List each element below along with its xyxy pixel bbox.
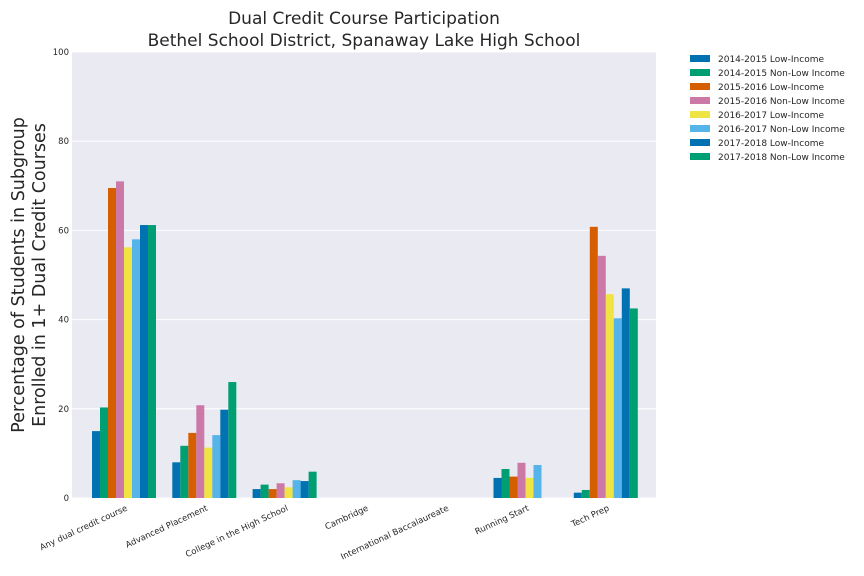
bar <box>124 247 132 498</box>
chart-title-line-2: Bethel School District, Spanaway Lake Hi… <box>148 31 581 51</box>
legend-label: 2017-2018 Non-Low Income <box>718 153 845 163</box>
y-tick-labels: 0 20 40 60 80 100 <box>53 48 69 504</box>
bar <box>509 476 518 498</box>
x-tick-label: Tech Prep <box>569 504 611 531</box>
bar <box>517 462 526 498</box>
legend-label: 2017-2018 Low-Income <box>718 139 824 149</box>
bar <box>132 239 140 498</box>
x-tick-label: Advanced Placement <box>124 503 210 550</box>
bar <box>501 469 510 498</box>
bar <box>140 225 148 498</box>
bar <box>116 181 124 498</box>
bar <box>308 471 317 498</box>
bar <box>284 487 293 498</box>
legend-label: 2016-2017 Non-Low Income <box>718 125 845 135</box>
bar <box>276 483 285 498</box>
y-tick-label: 100 <box>53 48 69 58</box>
bar <box>108 188 116 498</box>
legend-label: 2016-2017 Low-Income <box>718 111 824 121</box>
bar <box>172 462 181 498</box>
bar <box>292 480 301 498</box>
bar <box>589 226 598 498</box>
chart-title-line-1: Dual Credit Course Participation <box>228 9 500 29</box>
bar <box>597 255 606 498</box>
legend-swatch <box>690 153 710 160</box>
bar <box>204 447 213 498</box>
bar <box>581 489 590 498</box>
bar <box>613 318 622 498</box>
bar <box>605 294 614 498</box>
bar <box>533 464 542 498</box>
bar <box>573 492 582 498</box>
bar <box>212 435 221 498</box>
bar <box>100 407 108 498</box>
plot-area <box>72 52 656 498</box>
legend-swatch <box>690 97 710 104</box>
legend-swatch <box>690 111 710 118</box>
y-tick-label: 40 <box>58 316 69 326</box>
legend-label: 2014-2015 Low-Income <box>718 55 824 65</box>
bar <box>180 445 189 498</box>
legend: 2014-2015 Low-Income 2014-2015 Non-Low In… <box>690 55 845 163</box>
legend-label: 2015-2016 Low-Income <box>718 83 824 93</box>
bar <box>629 308 638 498</box>
y-tick-label: 20 <box>58 405 69 415</box>
bar <box>621 288 630 498</box>
bar <box>493 477 502 498</box>
legend-label: 2014-2015 Non-Low Income <box>718 69 845 79</box>
bar <box>148 225 156 498</box>
legend-swatch <box>690 55 710 62</box>
x-tick-label: Cambridge <box>324 504 371 533</box>
legend-swatch <box>690 69 710 76</box>
bar <box>300 481 309 498</box>
x-tick-label: Any dual credit course <box>39 504 130 553</box>
bars <box>92 181 638 498</box>
bar <box>260 484 269 498</box>
y-axis-label-line-1: Percentage of Students in Subgroup <box>9 117 29 433</box>
y-tick-label: 0 <box>64 494 69 504</box>
legend-swatch <box>690 125 710 132</box>
y-tick-label: 60 <box>58 226 69 236</box>
grid-lines <box>72 51 656 499</box>
y-axis-label-line-2: Enrolled in 1+ Dual Credit Courses <box>30 123 50 427</box>
bar <box>525 477 534 498</box>
bar <box>196 405 205 498</box>
bar <box>188 432 197 498</box>
bar <box>252 489 261 498</box>
x-tick-label: Running Start <box>474 503 532 537</box>
bar <box>268 489 277 498</box>
legend-swatch <box>690 139 710 146</box>
bar <box>92 431 100 498</box>
legend-swatch <box>690 83 710 90</box>
y-tick-label: 80 <box>58 137 69 147</box>
bar <box>220 409 229 498</box>
legend-label: 2015-2016 Non-Low Income <box>718 97 845 107</box>
bar <box>228 382 237 498</box>
